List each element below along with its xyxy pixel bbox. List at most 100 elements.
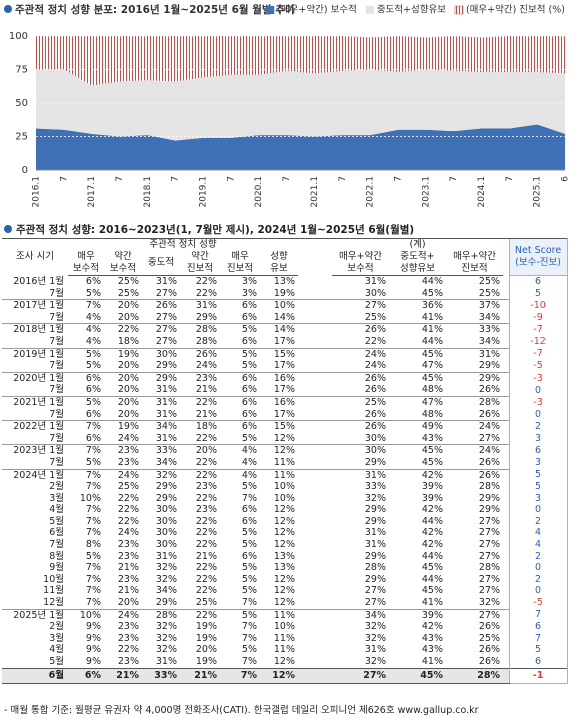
spacer bbox=[298, 288, 332, 300]
value-cell: 29% bbox=[478, 360, 501, 372]
value-cell: 5% bbox=[68, 395, 104, 409]
value-cell: 22% bbox=[117, 644, 139, 656]
value-cell: 31% bbox=[155, 550, 177, 562]
period-cell: 10월 bbox=[43, 573, 64, 585]
value-cell: 47% bbox=[389, 395, 447, 409]
spacer bbox=[298, 323, 333, 336]
period-cell: 7월 bbox=[49, 360, 64, 372]
value-cell: 11% bbox=[273, 632, 296, 644]
spacer bbox=[298, 597, 332, 609]
spacer bbox=[298, 481, 332, 493]
value-cell: 32% bbox=[364, 621, 387, 633]
period-cell: 7월 bbox=[49, 456, 64, 468]
value-cell: 3% bbox=[241, 276, 257, 287]
value-cell: 45% bbox=[389, 371, 447, 385]
value-cell: 22% bbox=[195, 585, 217, 597]
value-cell: 9% bbox=[85, 644, 101, 656]
value-cell: 30% bbox=[155, 527, 177, 539]
x-tick-label: 6 bbox=[561, 176, 571, 182]
value-cell: 6% bbox=[241, 311, 257, 323]
x-tick-label: 7 bbox=[393, 176, 403, 182]
value-cell: 6% bbox=[85, 276, 101, 287]
value-cell: 26% bbox=[478, 456, 501, 468]
value-cell: 12% bbox=[260, 667, 299, 684]
value-cell: 45% bbox=[421, 585, 444, 597]
value-cell: 27% bbox=[478, 527, 501, 539]
value-cell: 27% bbox=[142, 323, 180, 336]
value-cell: 19% bbox=[195, 621, 217, 633]
value-cell: 20% bbox=[117, 311, 139, 323]
value-cell: 6% bbox=[85, 408, 101, 420]
period-cell: 9월 bbox=[49, 562, 64, 574]
value-cell: 27% bbox=[478, 573, 501, 585]
table-row: 2025년 1월 10% 24% 28% 22% 5% 11% 34% 39% 27% 7 bbox=[2, 608, 568, 622]
value-cell: 11% bbox=[273, 644, 296, 656]
value-cell: 43% bbox=[421, 432, 444, 444]
value-cell: 3% bbox=[241, 287, 257, 299]
period-cell: 7월 bbox=[49, 408, 64, 420]
value-cell: 7% bbox=[241, 492, 257, 504]
table-row: 7월 5% 23% 34% 22% 4% 11% 29% 45% 26% 3 bbox=[2, 456, 568, 469]
x-tick-label: 2020.1 bbox=[254, 176, 264, 208]
spacer bbox=[298, 336, 332, 348]
spacer bbox=[503, 608, 510, 622]
header-cell: 성향 유보 bbox=[260, 251, 299, 276]
table-row: 4월 7% 22% 30% 23% 6% 12% 29% 42% 29% 0 bbox=[2, 504, 568, 516]
value-cell: 34% bbox=[155, 585, 177, 597]
value-cell: 23% bbox=[117, 573, 139, 585]
value-cell: 6% bbox=[241, 550, 257, 562]
value-cell: 25% bbox=[478, 287, 501, 299]
value-cell: 26% bbox=[478, 644, 501, 656]
value-cell: 29% bbox=[364, 515, 387, 527]
table-row: 6월 7% 24% 30% 22% 5% 12% 31% 42% 27% 4 bbox=[2, 527, 568, 540]
spacer bbox=[298, 562, 332, 574]
net-cell: 7 bbox=[508, 632, 568, 645]
value-cell: 29% bbox=[478, 504, 501, 516]
period-cell: 6월 bbox=[49, 527, 64, 539]
header-cell: 조사 시기 bbox=[2, 238, 68, 276]
value-cell: 34% bbox=[142, 420, 180, 433]
value-cell: 19% bbox=[104, 420, 142, 433]
net-cell: 0 bbox=[508, 408, 568, 421]
value-cell: 28% bbox=[364, 562, 387, 574]
table-row: 7월 5% 20% 29% 24% 5% 17% 24% 47% 29% -5 bbox=[2, 360, 568, 373]
value-cell: 23% bbox=[180, 371, 220, 385]
value-cell: 27% bbox=[155, 287, 177, 299]
net-cell: 0 bbox=[508, 504, 568, 516]
period-cell: 2019년 1월 bbox=[2, 347, 68, 361]
value-cell: 15% bbox=[260, 420, 299, 433]
value-cell: 42% bbox=[421, 539, 444, 551]
value-cell: 29% bbox=[364, 550, 387, 562]
value-cell: 29% bbox=[195, 311, 217, 323]
value-cell: 27% bbox=[478, 432, 501, 444]
value-cell: 16% bbox=[260, 395, 299, 409]
value-cell: 25% bbox=[117, 287, 139, 299]
value-cell: 7% bbox=[68, 444, 104, 457]
period-cell: 7월 bbox=[49, 311, 64, 323]
value-cell: 26% bbox=[332, 323, 390, 336]
value-cell: 22% bbox=[195, 456, 217, 468]
value-cell: 7% bbox=[85, 481, 101, 493]
value-cell: 45% bbox=[389, 667, 447, 684]
value-cell: 30% bbox=[364, 432, 387, 444]
value-cell: 44% bbox=[421, 276, 444, 287]
value-cell: 22% bbox=[117, 492, 139, 504]
header-cell: 약간 보수적 bbox=[104, 251, 142, 276]
table-head: 조사 시기 주관적 정치 성향 (계) Net Score (보수-진보) 매우 보수적… bbox=[2, 238, 568, 276]
value-cell: 6% bbox=[241, 408, 257, 420]
spacer bbox=[503, 420, 510, 433]
value-cell: 34% bbox=[332, 608, 390, 622]
net-cell: -7 bbox=[508, 348, 568, 361]
value-cell: 5% bbox=[85, 550, 101, 562]
value-cell: 33% bbox=[142, 667, 180, 684]
value-cell: 7% bbox=[85, 585, 101, 597]
value-cell: 26% bbox=[478, 408, 501, 420]
period-cell: 7월 bbox=[49, 539, 64, 551]
value-cell: 32% bbox=[155, 632, 177, 644]
value-cell: 41% bbox=[421, 311, 444, 323]
value-cell: 23% bbox=[117, 621, 139, 633]
value-cell: 5% bbox=[220, 347, 260, 361]
period-cell: 2025년 1월 bbox=[2, 608, 68, 622]
value-cell: 12% bbox=[273, 573, 296, 585]
